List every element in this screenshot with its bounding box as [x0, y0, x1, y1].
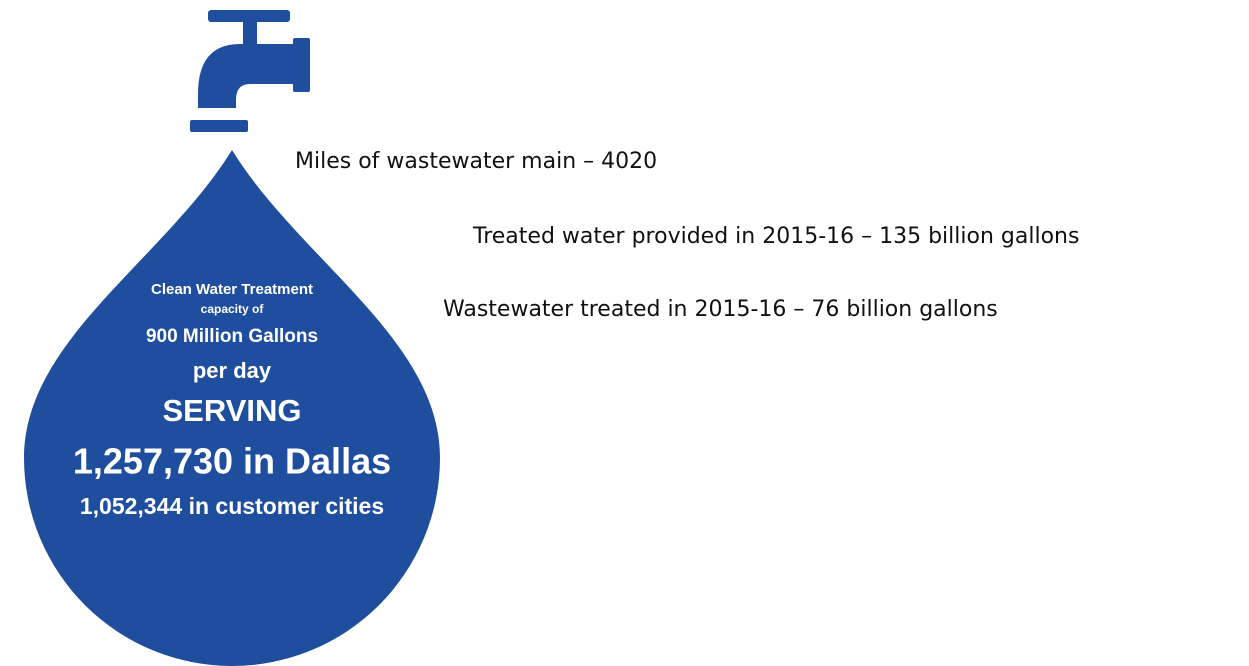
drop-text: 900 Million Gallons [146, 326, 318, 347]
fact: Treated water provided in 2015-16 – 135 … [472, 224, 1079, 249]
faucet-icon [190, 10, 310, 132]
water-drop [24, 150, 440, 666]
drop-text: per day [193, 358, 272, 383]
fact: Miles of wastewater main – 4020 [295, 149, 657, 174]
drop-text: 1,257,730 in Dallas [73, 441, 391, 482]
fact: Wastewater treated in 2015-16 – 76 billi… [443, 297, 998, 322]
drop-text: capacity of [201, 302, 265, 316]
drop-text: 1,052,344 in customer cities [80, 493, 384, 519]
drop-text: SERVING [163, 393, 302, 428]
drop-text: Clean Water Treatment [151, 281, 313, 298]
